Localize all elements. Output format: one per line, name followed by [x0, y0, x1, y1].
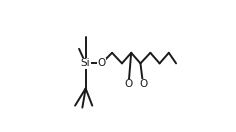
Text: O: O [124, 79, 133, 89]
Text: O: O [97, 58, 106, 68]
Text: O: O [139, 79, 147, 89]
Text: Si: Si [81, 58, 90, 68]
